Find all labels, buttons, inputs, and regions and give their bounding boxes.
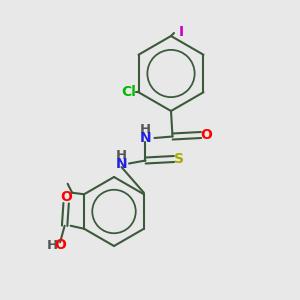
Text: Cl: Cl (121, 85, 136, 99)
Text: H: H (47, 239, 58, 252)
Text: O: O (200, 128, 212, 142)
Text: N: N (140, 131, 151, 145)
Text: O: O (60, 190, 72, 204)
Text: H: H (116, 148, 127, 162)
Text: O: O (54, 238, 66, 252)
Text: N: N (116, 157, 127, 170)
Text: S: S (174, 152, 184, 166)
Text: I: I (179, 25, 184, 38)
Text: H: H (140, 123, 151, 136)
